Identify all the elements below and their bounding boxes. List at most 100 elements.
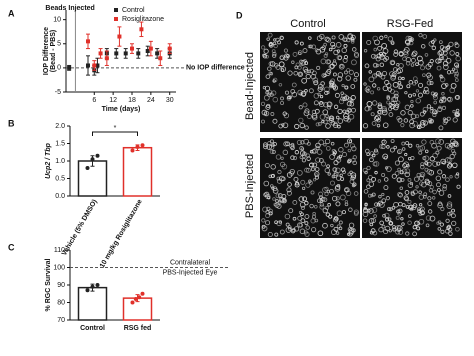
cell — [280, 100, 285, 105]
cell — [412, 120, 418, 127]
cell — [304, 221, 309, 226]
cell — [418, 190, 422, 195]
point — [123, 51, 128, 56]
cell — [302, 151, 307, 157]
cell — [346, 138, 353, 144]
cell — [300, 62, 304, 67]
cell — [348, 230, 354, 236]
cell — [272, 118, 278, 124]
cell — [409, 122, 415, 129]
cell — [401, 203, 406, 208]
cell — [300, 90, 307, 97]
significance: * — [114, 125, 117, 132]
cell — [314, 167, 320, 172]
y-tick-label: 0.0 — [55, 193, 65, 200]
cell — [307, 44, 312, 49]
cell — [340, 177, 345, 181]
cell — [330, 41, 336, 47]
cell — [410, 104, 414, 108]
point — [104, 56, 109, 61]
cell — [328, 214, 333, 219]
cell — [427, 74, 433, 81]
point — [158, 56, 163, 61]
x-tick-label: Control — [80, 325, 105, 332]
point — [145, 49, 150, 53]
cell — [366, 178, 371, 183]
cell — [306, 141, 311, 146]
cell — [299, 41, 304, 46]
cell — [435, 138, 441, 145]
cell — [368, 70, 372, 74]
cell — [423, 155, 430, 162]
cell — [328, 80, 334, 86]
cell — [275, 64, 281, 70]
cell — [420, 120, 426, 126]
cell — [402, 49, 409, 55]
cell — [366, 208, 371, 213]
column-label: RSG-Fed — [387, 18, 433, 30]
cell — [421, 44, 426, 49]
cell — [451, 148, 456, 153]
cell — [275, 37, 280, 43]
y-tick-label: -5 — [55, 89, 61, 96]
cell — [297, 215, 303, 221]
cell — [335, 196, 340, 201]
cell — [296, 169, 303, 176]
point — [137, 295, 142, 300]
cell — [407, 36, 413, 41]
cell — [328, 47, 333, 52]
cell — [370, 53, 376, 59]
cell — [437, 106, 443, 112]
cell — [378, 202, 385, 208]
cell — [397, 167, 401, 172]
cell — [335, 201, 341, 207]
cell — [275, 199, 279, 203]
cell — [404, 190, 410, 195]
cell — [385, 217, 389, 222]
cell — [329, 63, 335, 69]
cell — [306, 156, 311, 161]
cell — [441, 96, 447, 102]
cell — [338, 147, 344, 153]
cell — [310, 190, 315, 195]
cell — [405, 231, 410, 236]
cell — [408, 40, 414, 46]
cell — [415, 89, 420, 93]
cell — [289, 169, 295, 175]
cell — [449, 175, 453, 179]
cell — [321, 73, 327, 78]
cell — [440, 97, 447, 104]
cell — [334, 167, 341, 174]
cell — [302, 186, 306, 190]
cell — [363, 206, 367, 211]
cell — [272, 197, 276, 201]
cell — [405, 57, 412, 63]
cell — [450, 213, 456, 219]
cell — [400, 177, 405, 182]
cell — [409, 181, 414, 186]
cell — [399, 186, 404, 191]
cell — [278, 83, 283, 87]
cell — [323, 119, 328, 125]
cell — [327, 172, 331, 176]
cell — [381, 172, 386, 177]
cell — [316, 198, 322, 204]
cell — [285, 227, 292, 233]
cell — [379, 35, 384, 40]
cell — [346, 68, 351, 73]
cell — [393, 49, 399, 54]
cell — [308, 44, 313, 49]
cell — [316, 65, 321, 70]
cell — [290, 228, 296, 234]
cell — [455, 172, 460, 176]
y-tick-label: 0 — [57, 65, 61, 72]
cell — [455, 55, 461, 62]
cell — [349, 143, 356, 149]
cell — [374, 148, 378, 153]
cell — [392, 104, 399, 111]
cell — [372, 100, 378, 106]
cell — [391, 41, 395, 45]
cell — [427, 201, 433, 206]
cell — [426, 72, 432, 78]
cell — [401, 147, 406, 151]
